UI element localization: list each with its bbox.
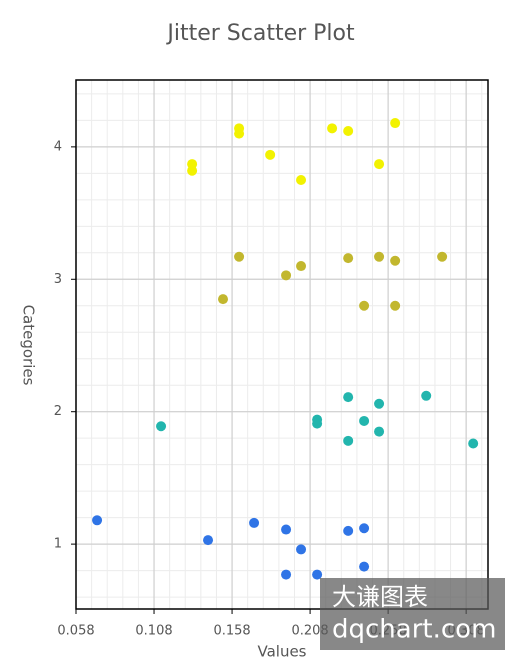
scatter-point <box>390 300 401 311</box>
scatter-point <box>343 253 354 264</box>
scatter-point <box>187 165 198 176</box>
y-tick-label: 2 <box>54 404 62 419</box>
y-tick-label: 1 <box>54 537 62 552</box>
scatter-point <box>281 524 292 535</box>
scatter-point <box>312 569 323 580</box>
scatter-point <box>437 251 448 262</box>
scatter-point <box>312 418 323 429</box>
scatter-point <box>359 523 370 534</box>
scatter-point <box>327 123 338 134</box>
scatter-point <box>281 569 292 580</box>
scatter-point <box>281 270 292 281</box>
scatter-point <box>265 149 276 160</box>
watermark-text: dqchart.com <box>332 615 496 645</box>
scatter-point <box>359 415 370 426</box>
scatter-point <box>249 517 260 528</box>
chart-title: Jitter Scatter Plot <box>165 21 355 46</box>
x-tick-label: 0.108 <box>135 624 172 639</box>
scatter-point <box>234 251 245 262</box>
scatter-point <box>296 544 307 555</box>
watermark-box <box>320 578 505 650</box>
scatter-point <box>390 118 401 129</box>
scatter-point <box>218 294 229 305</box>
scatter-point <box>296 174 307 185</box>
scatter-point <box>92 515 103 526</box>
scatter-point <box>374 159 385 170</box>
scatter-point <box>234 128 245 139</box>
x-tick-label: 0.158 <box>213 624 250 639</box>
scatter-point <box>359 561 370 572</box>
scatter-point <box>390 255 401 266</box>
scatter-point <box>296 261 307 272</box>
x-axis-label: Values <box>257 643 306 661</box>
scatter-point <box>343 392 354 403</box>
y-axis-label: Categories <box>20 305 38 386</box>
x-tick-label: 0.058 <box>57 624 94 639</box>
scatter-point <box>374 426 385 437</box>
scatter-point <box>203 535 214 546</box>
watermark-text: 大谦图表 <box>332 583 428 611</box>
scatter-point <box>343 435 354 446</box>
scatter-point <box>343 525 354 536</box>
plot-frame <box>75 79 489 610</box>
y-tick-label: 4 <box>54 139 62 154</box>
x-tick-label: 0.208 <box>291 624 328 639</box>
scatter-point <box>156 421 167 432</box>
scatter-point <box>374 398 385 409</box>
scatter-point <box>359 300 370 311</box>
y-tick-label: 3 <box>54 272 62 287</box>
scatter-point <box>421 390 432 401</box>
scatter-point <box>468 438 479 449</box>
scatter-point <box>343 125 354 136</box>
scatter-point <box>374 251 385 262</box>
